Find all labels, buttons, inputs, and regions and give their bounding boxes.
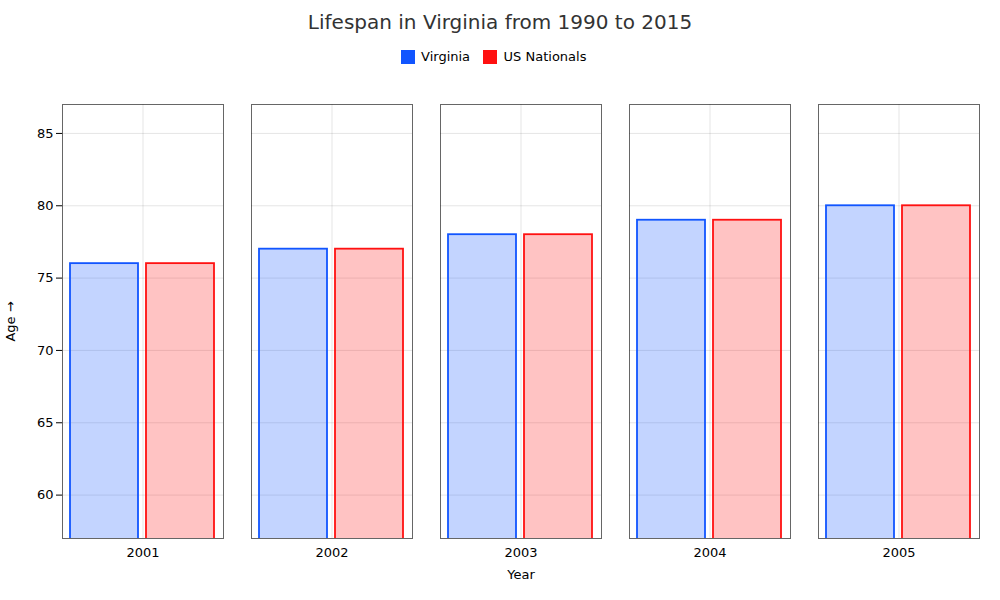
- svg-text:2002: 2002: [315, 544, 348, 559]
- svg-text:2004: 2004: [693, 544, 726, 559]
- html-text:Lifespan in Virginia from 1990: Lifespan in Virginia from 1990 to 2015: [307, 10, 693, 34]
- svg-text:65: 65: [37, 414, 54, 429]
- svg-text:Year: Year: [506, 566, 535, 581]
- svg-text:2005: 2005: [882, 544, 915, 559]
- svg-text:2001: 2001: [126, 544, 159, 559]
- svg-text:2003: 2003: [504, 544, 537, 559]
- html-text:Virginia: Virginia: [421, 49, 471, 64]
- svg-text:60: 60: [37, 487, 54, 502]
- svg-text:75: 75: [37, 270, 54, 285]
- html-text:US Nationals: US Nationals: [503, 49, 587, 64]
- svg-text:85: 85: [37, 125, 54, 140]
- svg-text:Age →: Age →: [3, 301, 18, 341]
- svg-text:70: 70: [37, 342, 54, 357]
- svg-text:80: 80: [37, 197, 54, 212]
